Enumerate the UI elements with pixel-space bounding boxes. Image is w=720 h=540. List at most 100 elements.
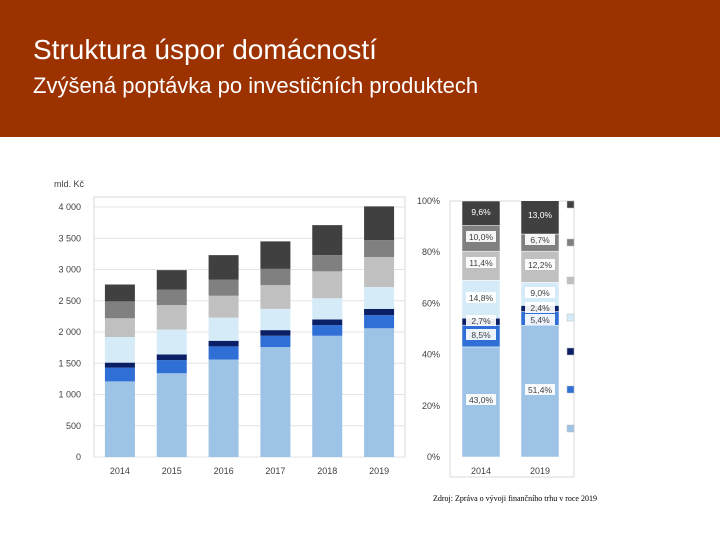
- pct-tick-label: 0%: [427, 452, 440, 462]
- x-tick-label: 2017: [265, 466, 285, 476]
- pct-tick-label: 20%: [422, 401, 440, 411]
- bar-segment-2018-2: [312, 319, 343, 326]
- source-note: Zdroj: Zpráva o vývoji finančního trhu v…: [433, 494, 597, 503]
- bar-segment-2019-4: [364, 257, 395, 287]
- bar-segment-2014-3: [104, 337, 135, 363]
- bar-segment-2014-0: [104, 381, 135, 457]
- pct-tick-label: 80%: [422, 247, 440, 257]
- x-tick-label: 2019: [369, 466, 389, 476]
- legend-swatch: [566, 385, 575, 394]
- data-label-bg: [525, 314, 555, 325]
- y-tick-label: 0: [76, 452, 81, 462]
- data-label-bg: [466, 206, 496, 217]
- legend-swatch: [566, 347, 575, 356]
- legend-swatch: [566, 424, 575, 433]
- data-label-bg: [525, 302, 555, 313]
- data-label: 51,4%: [528, 385, 553, 395]
- data-label: 2,7%: [471, 316, 491, 326]
- data-label: 11,4%: [469, 258, 493, 268]
- legend-frame: [449, 200, 575, 478]
- bar-segment-2018-0: [312, 335, 343, 457]
- data-label: 9,6%: [471, 207, 491, 217]
- bar-segment-2017-5: [260, 268, 291, 286]
- data-label-bg: [525, 384, 555, 395]
- data-label: 14,8%: [469, 293, 494, 303]
- bar-segment-2019-1: [364, 315, 395, 329]
- data-label-bg: [466, 315, 496, 326]
- bar-segment-2017-4: [260, 285, 291, 309]
- chart-svg: mld. Kč 4 000 3 500 3 000 2 500 2 000 1 500 1 0…: [54, 179, 661, 478]
- bar-segment-2019-0: [364, 328, 395, 457]
- bar-segment-2019-2: [364, 308, 395, 316]
- pct-x-tick-label: 2014: [471, 466, 491, 476]
- bar-segment-2015-4: [156, 305, 187, 330]
- data-label: 13,0%: [528, 210, 553, 220]
- bar-segment-2015-6: [156, 270, 187, 290]
- pct-tick-label: 60%: [422, 298, 440, 308]
- bar-segment-2016-0: [208, 359, 239, 457]
- bar-segment-2014-2: [104, 362, 135, 368]
- page-title: Struktura úspor domácností: [33, 34, 377, 65]
- bar-segment-2015-2: [156, 354, 187, 361]
- data-label-bg: [466, 394, 496, 405]
- bar-segment-2017-2: [260, 330, 291, 336]
- bar-segment-2019-3: [364, 287, 395, 309]
- data-label: 8,5%: [471, 330, 491, 340]
- data-label: 43,0%: [469, 395, 494, 405]
- legend-swatch: [566, 313, 575, 322]
- bar-segment-2014-1: [104, 367, 135, 382]
- x-tick-label: 2016: [214, 466, 234, 476]
- data-label-bg: [466, 292, 496, 303]
- pct-tick-label: 40%: [422, 350, 440, 360]
- bar-segment-2015-3: [156, 329, 187, 355]
- x-tick-label: 2018: [317, 466, 337, 476]
- bar-segment-2017-0: [260, 347, 291, 457]
- bar-segment-2015-5: [156, 289, 187, 306]
- legend-swatch: [566, 200, 575, 209]
- plot-frame: [93, 196, 406, 458]
- y-tick-label: 3 000: [58, 265, 81, 275]
- x-tick-label: 2015: [162, 466, 182, 476]
- bar-segment-2018-4: [312, 271, 343, 299]
- y-tick-label: 3 500: [58, 233, 81, 243]
- legend-swatch: [566, 238, 575, 247]
- data-label: 6,7%: [530, 235, 550, 245]
- x-tick-label: 2014: [110, 466, 130, 476]
- data-label: 2,4%: [530, 303, 550, 313]
- bar-segment-2017-1: [260, 335, 291, 347]
- bar-segment-2016-2: [208, 340, 239, 347]
- bar-segment-2014-4: [104, 318, 135, 337]
- bar-segment-2018-3: [312, 298, 343, 320]
- data-label: 10,0%: [469, 232, 494, 242]
- bar-segment-2016-5: [208, 279, 239, 296]
- data-label-bg: [525, 209, 555, 220]
- chart-area: mld. Kč 4 000 3 500 3 000 2 500 2 000 1 500 1 0…: [44, 170, 661, 483]
- data-label: 9,0%: [530, 288, 550, 298]
- data-label: 12,2%: [528, 260, 553, 270]
- y-tick-label: 4 000: [58, 202, 81, 212]
- legend-swatch: [566, 276, 575, 285]
- y-tick-label: 500: [66, 421, 81, 431]
- bar-segment-2017-6: [260, 241, 291, 269]
- bar-segment-2016-4: [208, 295, 239, 318]
- bar-segment-2019-5: [364, 240, 395, 257]
- bar-segment-2015-1: [156, 360, 187, 374]
- page-subtitle: Zvýšená poptávka po investičních produkt…: [33, 73, 479, 98]
- bar-segment-2014-6: [104, 284, 135, 302]
- data-label-bg: [525, 259, 555, 270]
- y-tick-label: 2 500: [58, 296, 81, 306]
- y-tick-label: 1 500: [58, 358, 81, 368]
- data-label: 5,4%: [530, 315, 550, 325]
- bar-segment-2016-1: [208, 346, 239, 360]
- y-tick-label: 2 000: [58, 327, 81, 337]
- bar-segment-2014-5: [104, 301, 135, 319]
- data-label-bg: [466, 231, 496, 242]
- header-banner: Struktura úspor domácností Zvýšená poptá…: [0, 0, 720, 137]
- bar-segment-2018-6: [312, 225, 343, 256]
- y-axis-label: mld. Kč: [54, 179, 85, 189]
- data-label-bg: [525, 287, 555, 298]
- data-label-bg: [466, 257, 496, 268]
- bar-segment-2017-3: [260, 308, 291, 331]
- data-label-bg: [525, 234, 555, 245]
- bar-segment-2015-0: [156, 373, 187, 457]
